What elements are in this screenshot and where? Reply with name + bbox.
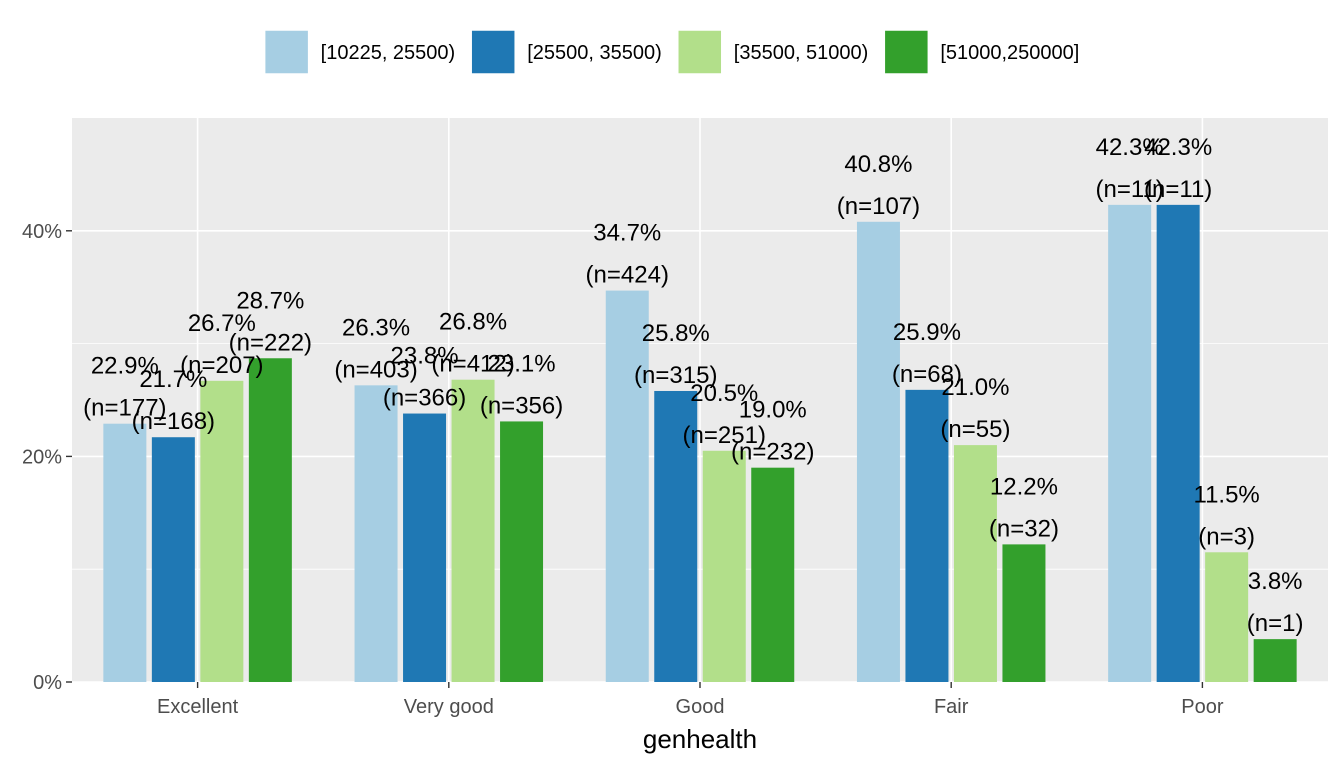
data-label-count: (n=168) bbox=[132, 408, 215, 435]
bar-1-3 bbox=[905, 389, 949, 682]
bar-3-2 bbox=[751, 467, 795, 682]
data-label-percent: 26.8% bbox=[439, 309, 507, 336]
x-axis-title: genhealth bbox=[643, 724, 757, 754]
data-label-percent: 25.9% bbox=[893, 319, 961, 346]
x-tick-label: Fair bbox=[934, 696, 969, 718]
data-label-percent: 21.0% bbox=[941, 374, 1009, 401]
bar-1-1 bbox=[403, 413, 447, 682]
bar-1-0 bbox=[151, 437, 195, 682]
bar-2-0 bbox=[200, 380, 244, 682]
bar-0-4 bbox=[1108, 204, 1152, 682]
data-label-count: (n=107) bbox=[837, 193, 920, 220]
data-label-percent: 42.3% bbox=[1144, 134, 1212, 161]
data-label-count: (n=11) bbox=[1144, 176, 1212, 203]
x-tick-label: Poor bbox=[1181, 696, 1224, 718]
bar-0-3 bbox=[856, 221, 900, 682]
data-label-percent: 23.8% bbox=[391, 343, 459, 370]
legend-label: [10225, 25500) bbox=[321, 42, 456, 64]
bars bbox=[103, 204, 1297, 682]
data-label-count: (n=32) bbox=[989, 515, 1059, 542]
bar-2-1 bbox=[451, 379, 495, 682]
data-label-percent: 22.9% bbox=[91, 353, 159, 380]
legend-label: [25500, 35500) bbox=[527, 42, 662, 64]
data-label-percent: 19.0% bbox=[739, 397, 807, 424]
y-tick-label: 0% bbox=[33, 672, 62, 694]
bar-0-2 bbox=[605, 290, 649, 682]
y-tick-label: 20% bbox=[22, 446, 62, 468]
data-label-count: (n=403) bbox=[334, 356, 417, 383]
bar-1-2 bbox=[654, 390, 698, 682]
bar-0-1 bbox=[354, 385, 398, 682]
bar-3-3 bbox=[1002, 544, 1046, 682]
legend-label: [35500, 51000) bbox=[734, 42, 869, 64]
legend-key-3 bbox=[883, 29, 930, 75]
legend-key-0 bbox=[263, 29, 310, 75]
data-label-percent: 3.8% bbox=[1248, 568, 1303, 595]
y-tick-label: 40% bbox=[22, 221, 62, 243]
data-label-count: (n=11) bbox=[1096, 176, 1164, 203]
data-label-count: (n=232) bbox=[731, 439, 814, 466]
legend-key-2 bbox=[677, 29, 723, 75]
axes: 0% 20% 40% Excellent Very good Good Fair Poor bbox=[22, 221, 1224, 718]
data-label-percent: 25.8% bbox=[642, 320, 710, 347]
x-tick-label: Very good bbox=[404, 696, 494, 718]
bar-0-0 bbox=[103, 423, 147, 682]
data-label-percent: 40.8% bbox=[844, 151, 912, 178]
bar-1-4 bbox=[1156, 204, 1200, 682]
data-label-count: (n=3) bbox=[1198, 523, 1255, 550]
x-tick-label: Excellent bbox=[157, 696, 239, 718]
data-label-count: (n=412) bbox=[431, 351, 514, 378]
x-tick-label: Good bbox=[676, 696, 725, 718]
data-label-count: (n=207) bbox=[180, 352, 263, 379]
bar-3-4 bbox=[1253, 639, 1297, 682]
data-label-percent: 12.2% bbox=[990, 473, 1058, 500]
data-label-count: (n=356) bbox=[480, 392, 563, 419]
data-label-percent: 20.5% bbox=[690, 380, 758, 407]
data-label-percent: 23.1% bbox=[488, 350, 556, 377]
data-label-percent: 34.7% bbox=[593, 220, 661, 247]
bar-2-3 bbox=[953, 445, 997, 682]
data-label-count: (n=366) bbox=[383, 385, 466, 412]
data-label-count: (n=68) bbox=[892, 361, 962, 388]
data-labels: 22.9% (n=177) 26.3% (n=403) 34.7% (n=424) 40.8… bbox=[83, 134, 1303, 637]
data-label-percent: 28.7% bbox=[236, 287, 304, 314]
bar-2-2 bbox=[702, 450, 746, 682]
bar-3-1 bbox=[500, 421, 544, 682]
data-label-count: (n=424) bbox=[586, 262, 669, 289]
legend: [10225, 25500) [25500, 35500) [35500, 5100… bbox=[263, 29, 1079, 75]
data-label-percent: 26.3% bbox=[342, 314, 410, 341]
data-label-percent: 11.5% bbox=[1194, 481, 1260, 508]
data-label-count: (n=315) bbox=[634, 362, 717, 389]
bar-2-4 bbox=[1205, 552, 1249, 682]
data-label-count: (n=55) bbox=[940, 416, 1010, 443]
data-label-count: (n=222) bbox=[229, 329, 312, 356]
legend-label: [51000,250000] bbox=[940, 42, 1079, 64]
data-label-percent: 42.3% bbox=[1096, 134, 1164, 161]
legend-key-1 bbox=[470, 29, 516, 75]
data-label-percent: 26.7% bbox=[188, 310, 256, 337]
data-label-count: (n=177) bbox=[83, 395, 166, 422]
data-label-count: (n=1) bbox=[1247, 610, 1304, 637]
data-label-percent: 21.7% bbox=[139, 366, 207, 393]
data-label-count: (n=251) bbox=[683, 422, 766, 449]
bar-3-0 bbox=[248, 358, 292, 682]
